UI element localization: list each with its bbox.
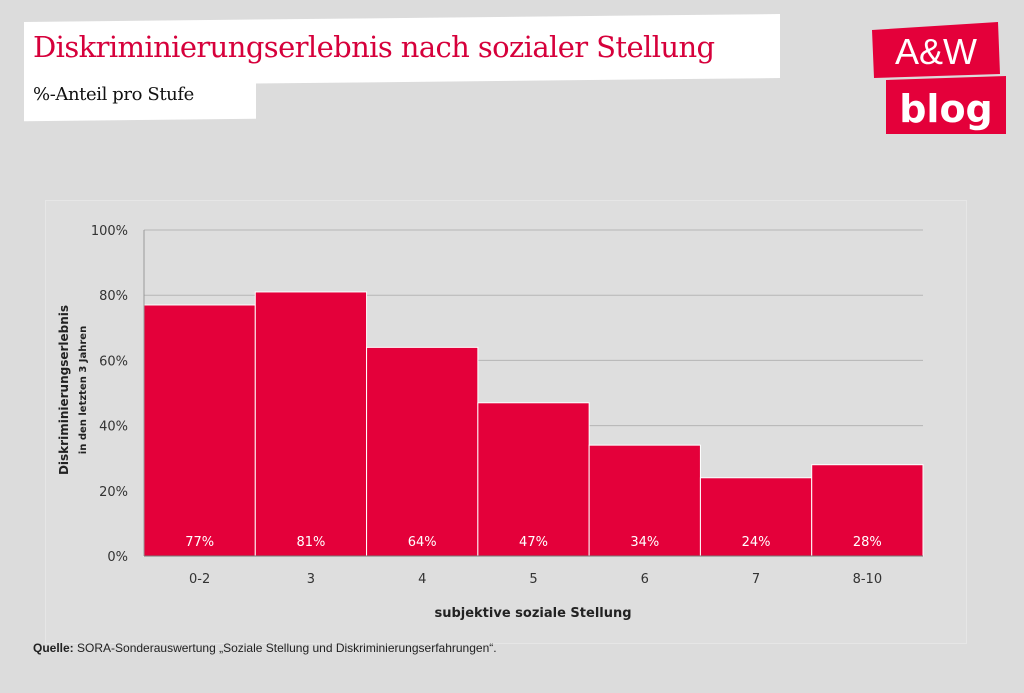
y-tick-label: 60%: [99, 354, 128, 369]
svg-text:blog: blog: [899, 87, 993, 131]
y-axis-label: Diskriminierungserlebnis: [57, 305, 71, 475]
y-tick-label: 20%: [99, 485, 128, 500]
x-tick-label: 5: [529, 572, 537, 587]
chart-title: Diskriminierungserlebnis nach sozialer S…: [33, 30, 715, 64]
bar-0-2: [143, 304, 256, 557]
bar-6: [588, 444, 701, 557]
data-label: 81%: [296, 535, 325, 550]
x-tick-label: 7: [752, 572, 760, 587]
chart-subtitle: %-Anteil pro Stufe: [33, 84, 194, 105]
x-tick-label: 8-10: [853, 572, 883, 587]
y-axis-sublabel: in den letzten 3 Jahren: [78, 326, 89, 454]
x-tick-label: 4: [418, 572, 426, 587]
y-tick-label: 0%: [107, 550, 128, 565]
bar-3: [254, 291, 368, 557]
data-label: 77%: [185, 535, 214, 550]
svg-text:A&W: A&W: [895, 31, 977, 72]
data-label: 64%: [408, 535, 437, 550]
source-note: Quelle: SORA-Sonderauswertung „Soziale S…: [33, 641, 497, 655]
x-tick-label: 6: [641, 572, 649, 587]
bar-8-10: [811, 464, 924, 557]
y-tick-label: 100%: [91, 224, 128, 239]
data-label: 24%: [742, 535, 771, 550]
bar-5: [477, 402, 590, 557]
data-label: 34%: [630, 535, 659, 550]
aw-blog-logo: A&W blog: [872, 22, 1006, 134]
data-label: 28%: [853, 535, 882, 550]
data-label: 47%: [519, 535, 548, 550]
y-tick-label: 40%: [99, 420, 128, 435]
bar-4: [366, 346, 479, 557]
x-axis-label: subjektive soziale Stellung: [434, 606, 631, 621]
x-tick-label: 0-2: [189, 572, 210, 587]
source-label: Quelle:: [33, 641, 74, 655]
bar-7: [699, 477, 813, 557]
x-tick-label: 3: [307, 572, 315, 587]
source-text: SORA-Sonderauswertung „Soziale Stellung …: [73, 641, 497, 655]
y-tick-label: 80%: [99, 289, 128, 304]
